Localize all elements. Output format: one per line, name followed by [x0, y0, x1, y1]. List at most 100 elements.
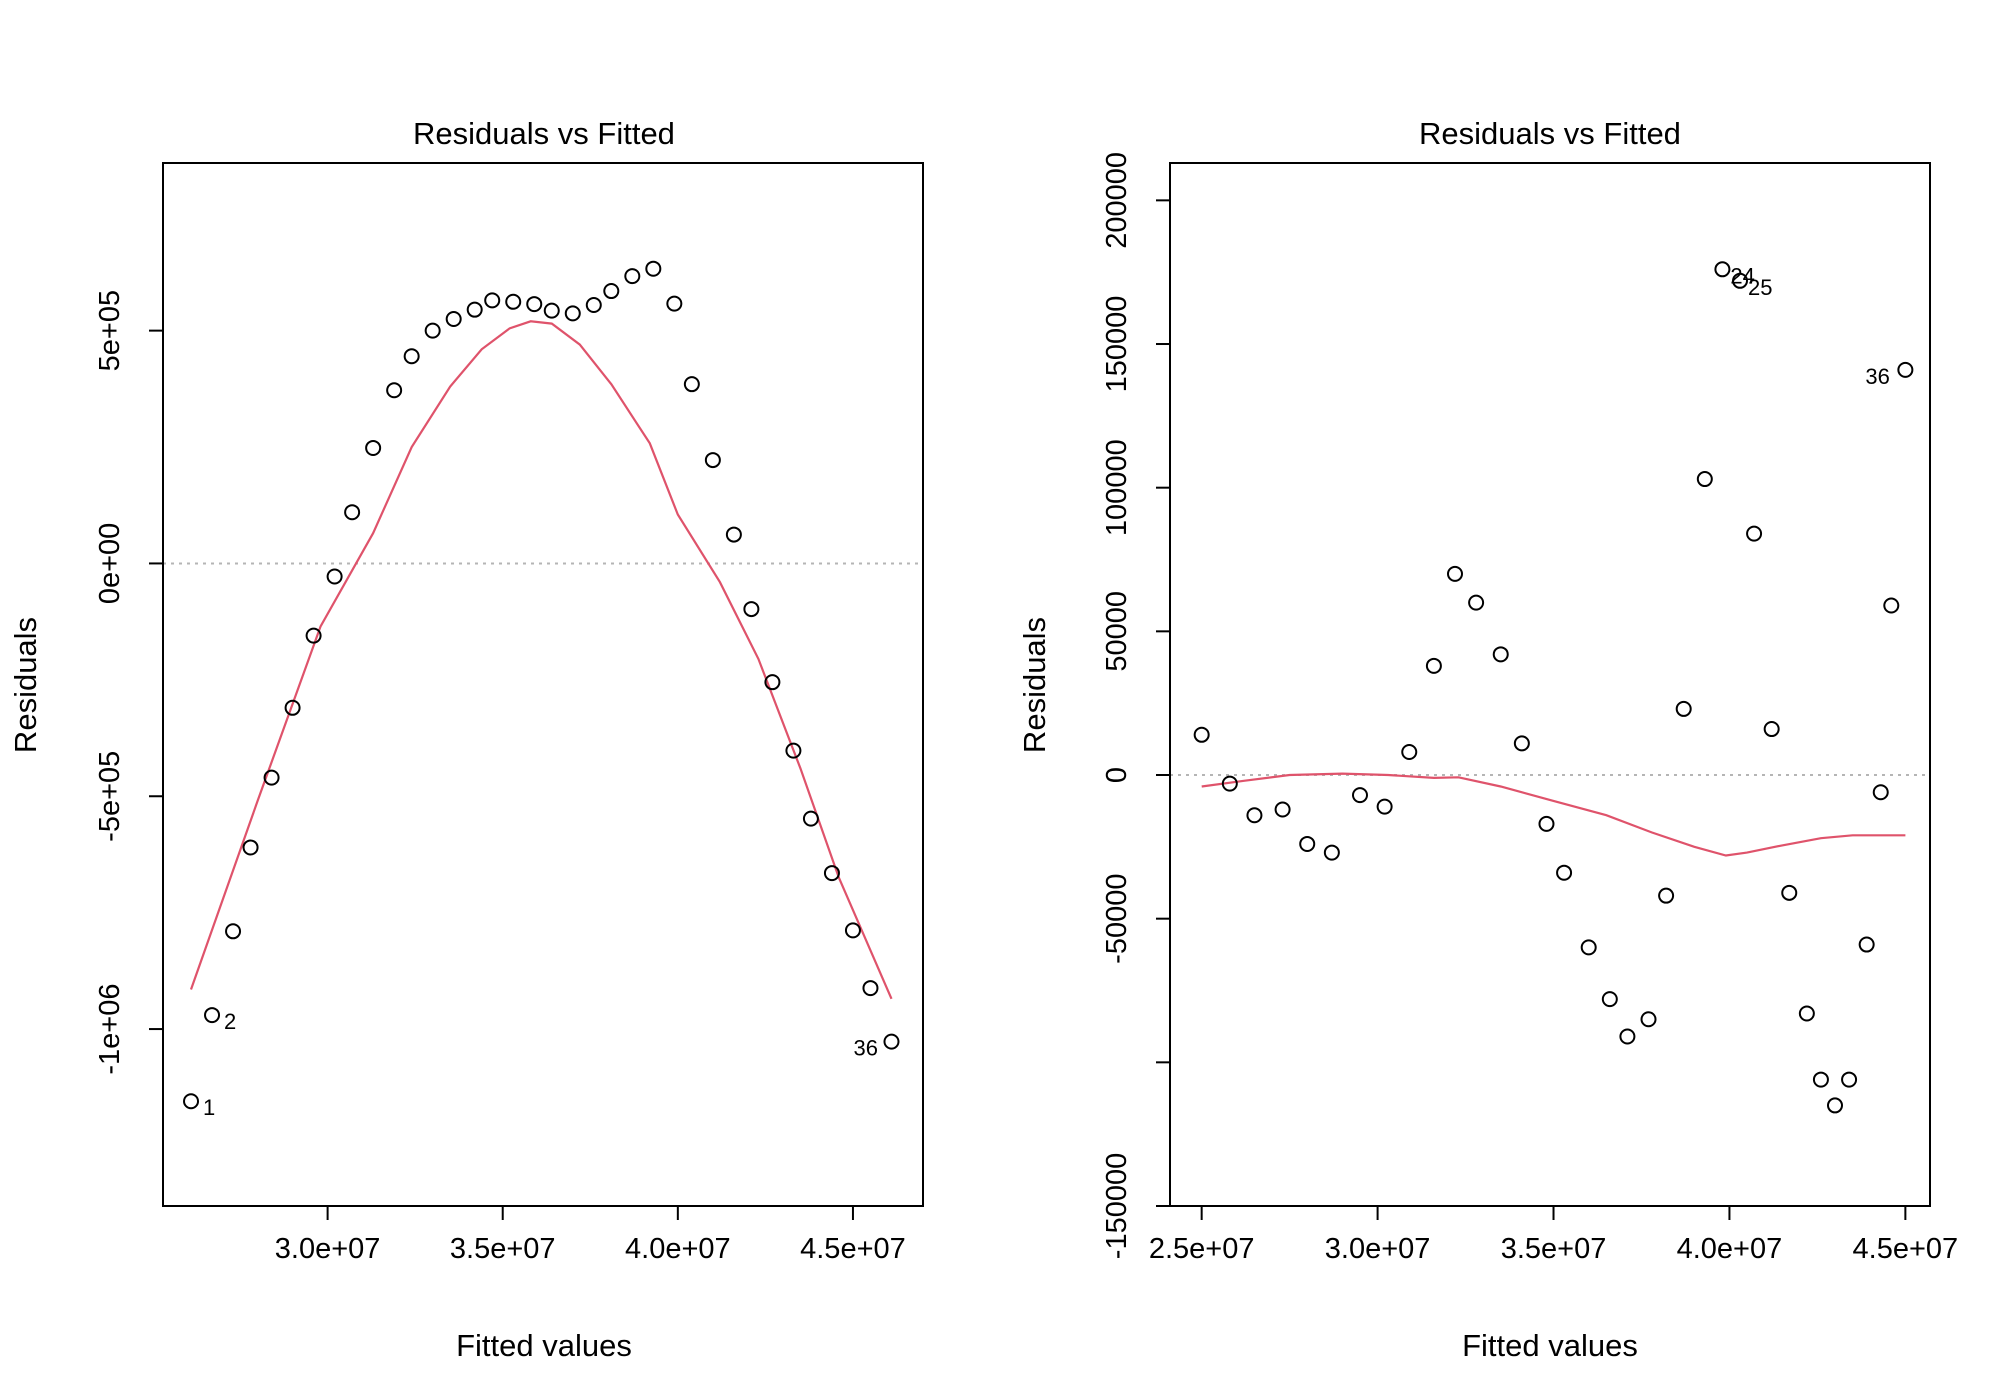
residual-point: [1221, 775, 1238, 792]
right-smooth-line: [1201, 772, 1906, 857]
y-tick-label: -1e+06: [94, 984, 126, 1075]
left-x-axis-ticks: 3.0e+07 3.5e+07 4.0e+07 4.5e+07: [275, 1206, 906, 1265]
residual-point: [1812, 1071, 1829, 1088]
residual-point: [785, 742, 802, 759]
residual-point: [1658, 887, 1675, 904]
y-tick-label: 0e+00: [94, 523, 126, 604]
y-tick-label: 100000: [1101, 439, 1133, 536]
x-tick-label: 3.0e+07: [1325, 1233, 1431, 1265]
residual-point: [1193, 726, 1210, 743]
residual-point: [1468, 594, 1485, 611]
right-x-axis-label: Fitted values: [1462, 1328, 1638, 1363]
residual-point: [466, 301, 483, 318]
residual-point: [183, 1093, 200, 1110]
residual-point: [242, 839, 259, 856]
right-y-axis-ticks: -150000 -50000 0 50000 100000 150000 200000: [1101, 152, 1170, 1259]
y-tick-label: -50000: [1101, 874, 1133, 964]
residual-point: [1580, 939, 1597, 956]
residual-point: [1883, 597, 1900, 614]
residual-point: [1798, 1005, 1815, 1022]
residual-point: [1538, 815, 1555, 832]
residual-point: [344, 504, 361, 521]
point-index-label: 2: [224, 1009, 236, 1034]
residual-point: [305, 627, 322, 644]
residual-point: [862, 980, 879, 997]
residual-point: [704, 452, 721, 469]
residual-point: [1781, 884, 1798, 901]
residual-point: [883, 1033, 900, 1050]
residual-point: [386, 382, 403, 399]
residual-point: [743, 601, 760, 618]
x-tick-label: 4.0e+07: [625, 1233, 731, 1265]
point-index-label: 36: [1865, 364, 1889, 389]
right-y-axis-label: Residuals: [1017, 617, 1052, 753]
y-tick-label: 200000: [1101, 152, 1133, 249]
residual-point: [1827, 1097, 1843, 1114]
residual-point: [666, 295, 683, 312]
residual-point: [445, 310, 462, 327]
residual-point: [1732, 272, 1748, 289]
left-plot-frame: [162, 162, 924, 1207]
residual-point: [1675, 700, 1692, 717]
left-plot-title: Residuals vs Fitted: [413, 116, 675, 151]
residual-point: [284, 699, 301, 716]
residual-point: [263, 769, 280, 786]
residual-point: [1601, 991, 1618, 1008]
residual-point: [1841, 1071, 1858, 1088]
residual-point: [365, 439, 382, 456]
residual-point: [543, 302, 560, 319]
residual-point: [1858, 936, 1875, 953]
right-plot-frame: [1169, 162, 1931, 1207]
residual-point: [1323, 844, 1340, 861]
residual-point: [1352, 787, 1368, 804]
residual-point: [1447, 565, 1463, 582]
left-residuals-plot: Residuals vs Fitted Fitted values Residu…: [8, 116, 924, 1363]
residual-point: [1376, 798, 1393, 815]
residual-point: [1274, 801, 1291, 818]
residual-point: [564, 305, 581, 322]
x-tick-label: 3.5e+07: [450, 1233, 556, 1265]
right-plot-title: Residuals vs Fitted: [1419, 116, 1681, 151]
y-tick-label: 50000: [1101, 591, 1133, 672]
residual-point: [1640, 1011, 1657, 1028]
residual-point: [1513, 735, 1530, 752]
residual-point: [1763, 721, 1780, 738]
y-tick-label: -150000: [1101, 1153, 1133, 1259]
residual-point: [585, 297, 602, 314]
residual-point: [1619, 1028, 1636, 1045]
x-tick-label: 2.5e+07: [1149, 1233, 1255, 1265]
residual-point: [1556, 864, 1573, 881]
residual-point: [1714, 261, 1731, 278]
y-tick-label: -5e+05: [94, 751, 126, 842]
residual-point: [624, 268, 641, 285]
point-index-label: 36: [853, 1036, 877, 1061]
residual-point: [204, 1007, 221, 1024]
x-tick-label: 3.0e+07: [275, 1233, 381, 1265]
y-tick-label: 0: [1101, 767, 1133, 783]
residual-point: [1696, 471, 1713, 488]
residual-point: [1746, 525, 1763, 542]
residual-point: [1401, 744, 1418, 761]
residual-point: [1492, 646, 1509, 663]
left-smooth-line: [189, 320, 893, 1000]
x-tick-label: 4.0e+07: [1677, 1233, 1783, 1265]
left-x-axis-label: Fitted values: [456, 1328, 632, 1363]
residual-point: [505, 293, 522, 310]
residual-point: [1246, 807, 1263, 824]
residual-point: [526, 296, 543, 313]
residual-point: [844, 922, 861, 939]
residual-point: [1897, 361, 1914, 378]
residual-point: [403, 348, 420, 365]
residual-point: [1299, 835, 1316, 852]
residual-point: [802, 810, 819, 827]
residual-point: [823, 865, 840, 882]
residual-point: [645, 260, 662, 277]
y-tick-label: 5e+05: [94, 290, 126, 371]
residual-point: [484, 292, 501, 309]
residual-point: [1872, 784, 1889, 801]
x-tick-label: 4.5e+07: [800, 1233, 906, 1265]
residual-point: [683, 376, 700, 393]
